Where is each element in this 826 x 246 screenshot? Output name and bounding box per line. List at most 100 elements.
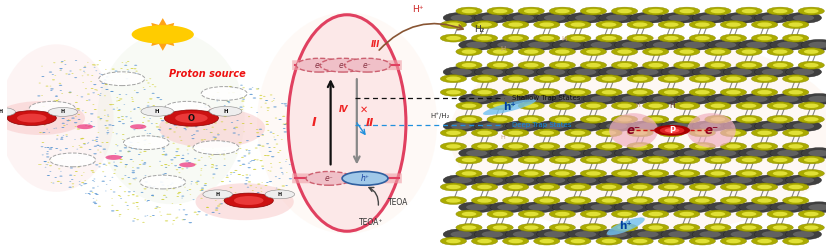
Text: ✕: ✕ <box>359 105 368 114</box>
Circle shape <box>658 34 685 42</box>
Circle shape <box>502 129 529 137</box>
Circle shape <box>49 149 52 150</box>
Circle shape <box>293 133 296 134</box>
Circle shape <box>147 200 150 201</box>
Circle shape <box>692 229 729 240</box>
Circle shape <box>77 95 78 96</box>
Circle shape <box>617 49 632 54</box>
Circle shape <box>493 212 507 216</box>
Circle shape <box>131 170 135 171</box>
Circle shape <box>456 7 482 15</box>
Circle shape <box>606 231 628 238</box>
Circle shape <box>59 150 62 151</box>
Circle shape <box>710 104 725 108</box>
Circle shape <box>599 12 635 23</box>
Circle shape <box>754 121 790 131</box>
Circle shape <box>552 39 588 50</box>
Circle shape <box>809 204 826 211</box>
Circle shape <box>555 225 570 230</box>
Circle shape <box>773 171 787 176</box>
Circle shape <box>261 197 264 198</box>
Circle shape <box>752 183 778 191</box>
Circle shape <box>250 107 253 108</box>
Circle shape <box>107 116 109 117</box>
Circle shape <box>653 42 674 48</box>
Circle shape <box>134 218 136 219</box>
Circle shape <box>201 189 204 190</box>
Ellipse shape <box>0 44 114 192</box>
Circle shape <box>119 186 121 187</box>
Circle shape <box>61 137 64 138</box>
Circle shape <box>708 202 743 213</box>
Circle shape <box>630 12 666 23</box>
Circle shape <box>736 156 762 164</box>
Circle shape <box>156 126 159 127</box>
Circle shape <box>48 108 78 116</box>
Circle shape <box>680 9 694 13</box>
Circle shape <box>754 229 790 240</box>
Circle shape <box>534 142 560 150</box>
Circle shape <box>770 93 806 104</box>
Circle shape <box>534 197 560 204</box>
Circle shape <box>39 132 42 133</box>
Circle shape <box>175 151 178 152</box>
Circle shape <box>676 148 713 159</box>
Circle shape <box>518 210 544 218</box>
Circle shape <box>159 207 161 208</box>
Circle shape <box>150 78 151 79</box>
Circle shape <box>695 144 710 149</box>
Circle shape <box>104 176 107 177</box>
Circle shape <box>555 158 570 162</box>
Circle shape <box>622 96 643 102</box>
Circle shape <box>490 202 526 213</box>
Circle shape <box>456 156 482 164</box>
Circle shape <box>804 63 819 67</box>
Circle shape <box>472 34 497 42</box>
Circle shape <box>210 132 211 133</box>
Circle shape <box>117 117 121 118</box>
Circle shape <box>715 96 736 102</box>
Circle shape <box>212 137 215 138</box>
Circle shape <box>59 90 62 91</box>
Circle shape <box>506 175 542 185</box>
Circle shape <box>228 102 230 103</box>
Circle shape <box>266 121 268 122</box>
Circle shape <box>622 150 643 156</box>
Circle shape <box>206 129 207 130</box>
Circle shape <box>268 181 272 182</box>
Circle shape <box>151 123 153 124</box>
Circle shape <box>801 202 826 213</box>
Circle shape <box>161 136 164 137</box>
Circle shape <box>126 116 128 117</box>
Circle shape <box>731 69 752 75</box>
Ellipse shape <box>0 101 85 135</box>
Circle shape <box>456 224 482 231</box>
Circle shape <box>773 9 787 13</box>
Circle shape <box>306 171 352 185</box>
Circle shape <box>474 12 510 23</box>
Circle shape <box>246 140 249 141</box>
Circle shape <box>135 92 139 93</box>
Circle shape <box>134 73 137 74</box>
Circle shape <box>731 15 752 21</box>
Text: Shallow Trap States: Shallow Trap States <box>512 95 581 101</box>
Circle shape <box>552 202 588 213</box>
Circle shape <box>601 185 616 189</box>
Circle shape <box>211 117 215 119</box>
Circle shape <box>472 21 497 29</box>
Circle shape <box>141 160 143 161</box>
Circle shape <box>599 229 635 240</box>
Circle shape <box>162 115 165 116</box>
Circle shape <box>225 177 229 178</box>
Circle shape <box>506 12 542 23</box>
Circle shape <box>96 141 98 142</box>
Circle shape <box>111 210 115 212</box>
Circle shape <box>102 83 104 84</box>
Circle shape <box>158 129 161 130</box>
Circle shape <box>762 177 783 184</box>
Circle shape <box>116 210 119 211</box>
Circle shape <box>581 224 606 231</box>
Circle shape <box>798 48 824 56</box>
Circle shape <box>230 187 232 188</box>
Circle shape <box>76 108 79 109</box>
